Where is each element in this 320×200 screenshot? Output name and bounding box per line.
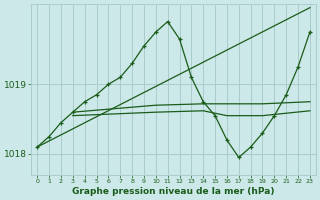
X-axis label: Graphe pression niveau de la mer (hPa): Graphe pression niveau de la mer (hPa) [72,187,275,196]
